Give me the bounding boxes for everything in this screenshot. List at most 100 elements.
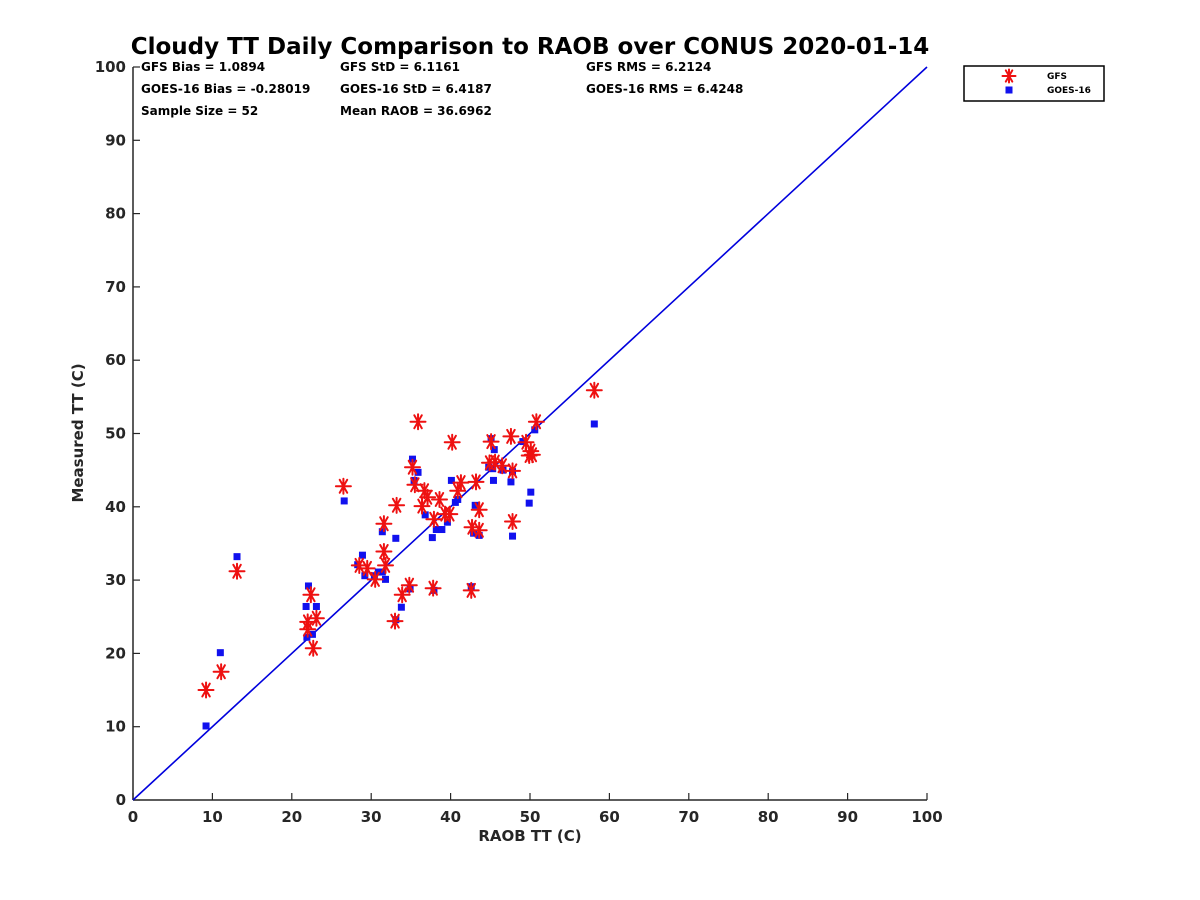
gfs-point (212, 663, 230, 681)
gfs-point (388, 496, 406, 514)
gfs-point (228, 562, 246, 580)
gfs-point (470, 501, 488, 519)
gfs-point (425, 510, 443, 528)
goes16-point (507, 478, 515, 486)
gfs-point (502, 427, 520, 445)
stat-gfs-std: GFS StD = 6.1161 (340, 60, 460, 74)
legend-gfs-marker (1001, 68, 1017, 84)
stat-goes-std: GOES-16 StD = 6.4187 (340, 82, 492, 96)
gfs-point (299, 620, 317, 638)
y-tick-label: 60 (105, 351, 126, 369)
gfs-point (504, 512, 521, 530)
one-to-one-line (132, 66, 928, 801)
goes16-point (340, 497, 348, 505)
gfs-point (504, 462, 521, 480)
x-tick-label: 100 (911, 808, 942, 826)
y-tick-label: 10 (105, 718, 126, 736)
goes16-point (216, 649, 224, 657)
x-tick-label: 50 (520, 808, 541, 826)
goes16-point (397, 603, 405, 611)
gfs-point (307, 609, 325, 627)
y-tick-label: 40 (105, 498, 126, 516)
gfs-point (413, 497, 431, 515)
goes16-point (312, 602, 320, 610)
y-tick-label: 30 (105, 571, 126, 589)
stat-sample-size: Sample Size = 52 (141, 104, 258, 118)
gfs-point (404, 458, 421, 476)
stat-goes-bias: GOES-16 Bias = -0.28019 (141, 82, 310, 96)
gfs-point (527, 413, 545, 431)
gfs-point (377, 556, 394, 574)
x-tick-label: 70 (678, 808, 699, 826)
goes16-point (428, 534, 436, 542)
gfs-point (419, 488, 437, 506)
y-axis-label: Measured TT (C) (69, 363, 87, 502)
goes16-point (443, 518, 451, 526)
gfs-point (449, 482, 467, 500)
goes16-point (490, 446, 498, 454)
x-tick-label: 20 (281, 808, 302, 826)
goes16-point (432, 526, 440, 534)
stat-gfs-bias: GFS Bias = 1.0894 (141, 60, 265, 74)
y-tick-label: 90 (105, 131, 126, 149)
goes16-point (509, 532, 517, 540)
legend: GFS GOES-16 (963, 65, 1105, 102)
goes16-point (590, 420, 598, 428)
gfs-point (302, 586, 320, 604)
gfs-point (375, 515, 393, 533)
gfs-point (358, 559, 376, 577)
gfs-point (493, 457, 511, 475)
goes16-point (302, 602, 310, 610)
legend-goes16-label: GOES-16 (1047, 86, 1091, 96)
stat-goes-rms: GOES-16 RMS = 6.4248 (586, 82, 743, 96)
legend-goes16-marker (1005, 86, 1013, 94)
gfs-point (424, 579, 442, 597)
gfs-point (463, 518, 481, 536)
goes16-point (438, 526, 446, 534)
gfs-point (486, 453, 504, 471)
goes16-point (392, 534, 400, 542)
x-tick-label: 0 (128, 808, 138, 826)
goes16-point (304, 582, 312, 590)
gfs-point (482, 433, 500, 451)
legend-box (963, 65, 1105, 102)
x-tick-label: 60 (599, 808, 620, 826)
gfs-point (523, 446, 541, 464)
goes16-point (361, 572, 369, 580)
x-tick-label: 80 (758, 808, 779, 826)
y-tick-label: 100 (95, 58, 126, 76)
gfs-point (462, 581, 480, 599)
gfs-point (517, 433, 535, 451)
gfs-point (334, 477, 352, 495)
x-tick-label: 30 (361, 808, 382, 826)
stat-gfs-rms: GFS RMS = 6.2124 (586, 60, 711, 74)
stat-mean-raob: Mean RAOB = 36.6962 (340, 104, 492, 118)
y-tick-label: 70 (105, 278, 126, 296)
goes16-point (358, 551, 366, 559)
goes16-point (308, 630, 316, 638)
gfs-point (406, 476, 424, 494)
y-tick-label: 0 (116, 791, 126, 809)
goes16-point (202, 722, 210, 730)
legend-goes16-square (1005, 86, 1013, 94)
goes16-point (378, 528, 386, 536)
axis-ticks: 0 10 20 30 40 50 60 70 80 90 100 0 10 20 30 40 50 60 70 80 9… (95, 58, 943, 826)
gfs-point (431, 490, 448, 508)
data-points (197, 381, 603, 730)
goes16-point (374, 568, 382, 576)
goes16-point (525, 499, 533, 507)
gfs-point (197, 681, 215, 699)
goes16-point (470, 529, 478, 537)
chart-title: Cloudy TT Daily Comparison to RAOB over … (131, 34, 930, 60)
goes16-point (447, 476, 455, 484)
one-to-one-line-group (132, 66, 928, 801)
y-tick-label: 80 (105, 205, 126, 223)
goes16-point (527, 488, 535, 496)
legend-gfs-label: GFS (1047, 72, 1067, 82)
gfs-point (467, 473, 485, 491)
goes16-point (454, 495, 462, 503)
gfs-point (443, 433, 461, 451)
x-tick-label: 40 (440, 808, 461, 826)
x-axis-label: RAOB TT (C) (478, 827, 581, 845)
